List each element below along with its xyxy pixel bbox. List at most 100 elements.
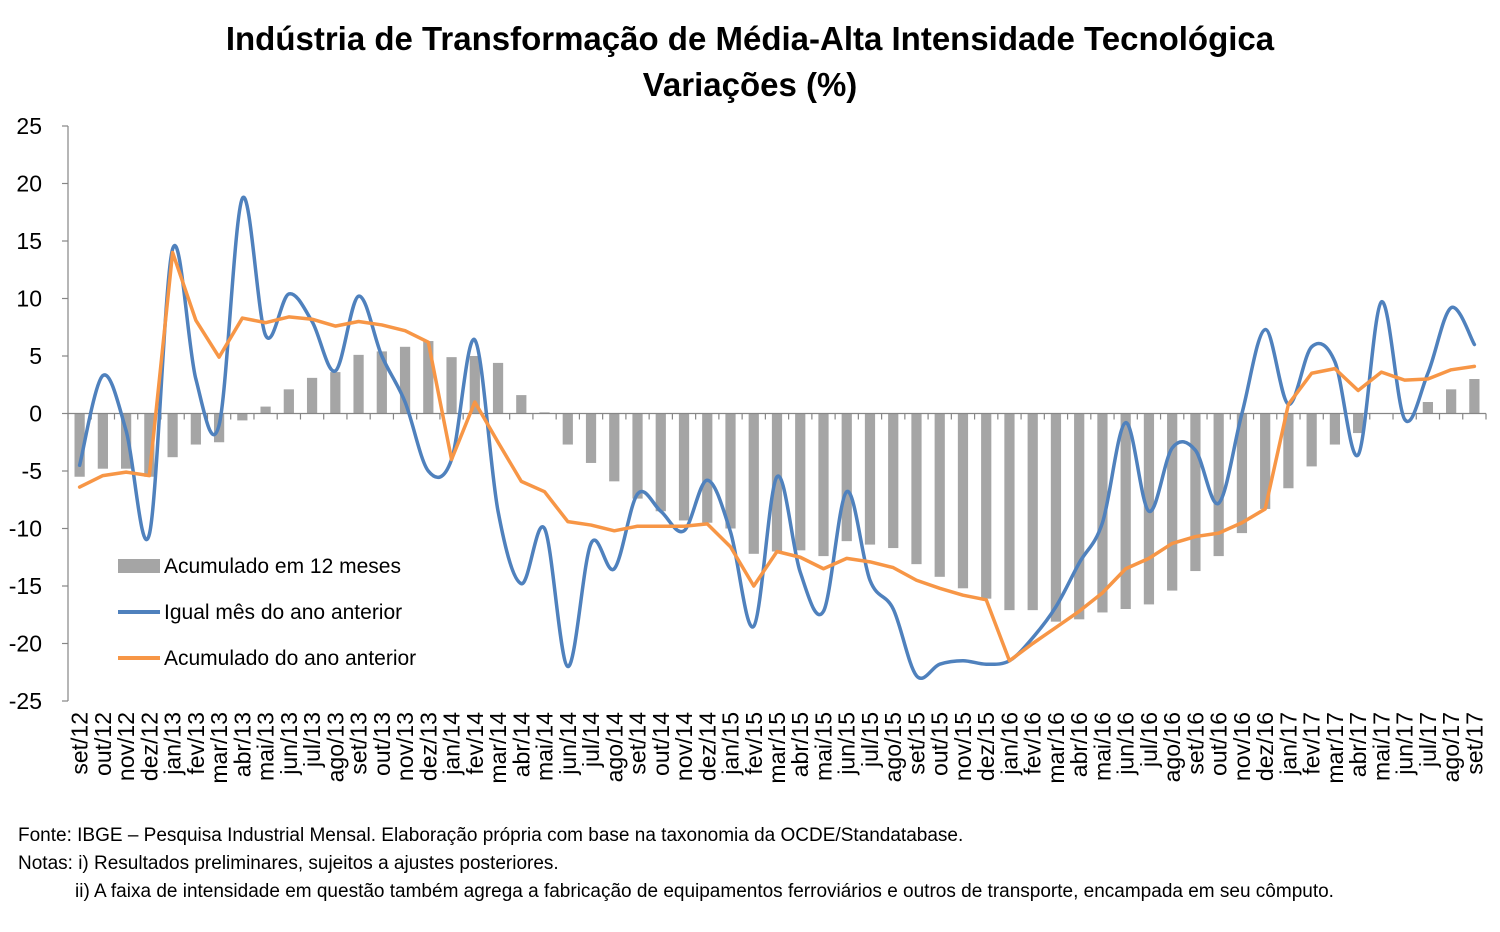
x-tick-label: dez/15 — [973, 712, 999, 781]
bar — [283, 389, 294, 414]
note-ii: ii) A faixa de intensidade em questão ta… — [75, 881, 1334, 902]
x-tick-label: jul/17 — [1415, 712, 1441, 768]
bar — [376, 351, 387, 414]
bar — [911, 413, 922, 565]
bar — [864, 413, 876, 545]
x-tick-label: jun/17 — [1392, 712, 1418, 776]
bar — [1004, 413, 1015, 611]
x-tick-label: out/16 — [1206, 712, 1232, 776]
bar — [725, 413, 736, 529]
bar — [632, 413, 643, 499]
legend-label: Acumulado do ano anterior — [164, 647, 416, 670]
x-tick-label: out/12 — [90, 712, 116, 776]
y-tick-label: 0 — [29, 401, 42, 427]
bar — [260, 406, 271, 414]
x-tick-label: mai/13 — [253, 712, 279, 781]
x-tick-label: jan/14 — [439, 712, 465, 776]
x-tick-label: jun/13 — [276, 712, 302, 776]
x-tick-label: set/12 — [67, 712, 93, 775]
bar — [702, 413, 713, 523]
x-tick-label: dez/13 — [415, 712, 441, 781]
bar — [1422, 402, 1433, 414]
x-tick-label: mai/17 — [1368, 712, 1394, 781]
bar — [1260, 413, 1271, 509]
x-tick-label: fev/13 — [183, 712, 209, 775]
bar — [190, 413, 201, 445]
bar — [1353, 413, 1364, 434]
bar — [1446, 389, 1457, 414]
x-tick-label: ago/14 — [601, 712, 627, 783]
x-tick-label: out/13 — [369, 712, 395, 776]
bar — [330, 372, 341, 414]
x-tick-label: fev/15 — [741, 712, 767, 775]
x-tick-label: fev/16 — [1020, 712, 1046, 775]
bar — [1236, 413, 1248, 534]
bar — [1074, 413, 1085, 620]
legend: Acumulado em 12 meses Igual mês do ano an… — [118, 555, 416, 670]
x-tick-label: set/13 — [346, 712, 372, 775]
x-tick-label: jul/14 — [578, 712, 604, 768]
x-tick-label: nov/16 — [1229, 712, 1255, 781]
x-tick-label: jan/16 — [996, 712, 1022, 776]
bar — [888, 413, 899, 549]
bar — [446, 357, 457, 414]
x-tick-label: nov/14 — [671, 712, 697, 781]
bar — [74, 413, 85, 477]
bar — [353, 354, 364, 414]
x-tick-label: abr/13 — [229, 712, 255, 777]
x-tick-label: mar/17 — [1322, 712, 1348, 784]
y-tick-label: -25 — [9, 688, 42, 714]
x-tick-label: jul/16 — [1136, 712, 1162, 768]
x-tick-label: dez/14 — [694, 712, 720, 781]
y-tick-label: -5 — [22, 458, 42, 484]
x-tick-label: jul/15 — [857, 712, 883, 768]
x-tick-label: mai/14 — [532, 712, 558, 781]
bar — [1283, 413, 1294, 489]
bar — [585, 413, 597, 463]
x-tick-label: mar/15 — [764, 712, 790, 784]
x-tick-label: ago/16 — [1159, 712, 1185, 782]
x-tick-label: ago/17 — [1438, 712, 1464, 782]
x-tick-label: set/17 — [1461, 712, 1487, 775]
y-tick-label: 10 — [16, 286, 42, 312]
bar — [492, 362, 504, 414]
bar — [655, 413, 666, 512]
x-tick-label: jan/17 — [1275, 712, 1301, 776]
y-tick-label: 20 — [16, 171, 42, 197]
y-tick-label: -15 — [9, 573, 42, 599]
bar — [1027, 413, 1038, 611]
x-tick-label: dez/16 — [1252, 712, 1278, 781]
bar — [399, 346, 411, 414]
chart-title: Indústria de Transformação de Média-Alta… — [226, 20, 1275, 57]
x-tick-label: mar/14 — [485, 712, 511, 784]
line-series — [77, 195, 1477, 680]
note-i: Notas: i) Resultados preliminares, sujei… — [18, 853, 559, 874]
y-tick-label: 5 — [29, 343, 42, 369]
bar — [97, 413, 108, 469]
x-tick-label: abr/14 — [508, 712, 534, 777]
bar — [1050, 413, 1062, 622]
bar — [818, 413, 829, 557]
bar — [609, 413, 620, 482]
x-tick-label: set/16 — [1182, 712, 1208, 775]
bar — [678, 413, 690, 521]
y-tick-label: -20 — [9, 631, 42, 657]
bar — [144, 413, 155, 477]
legend-label: Acumulado em 12 meses — [164, 555, 401, 578]
bar-series — [74, 341, 1480, 622]
x-tick-label: jun/15 — [834, 712, 860, 776]
x-tick-label: ago/13 — [322, 712, 348, 782]
y-tick-label: 25 — [16, 113, 42, 139]
x-tick-label: jun/16 — [1113, 712, 1139, 776]
x-tick-label: dez/12 — [136, 712, 162, 781]
y-tick-label: -10 — [9, 516, 42, 542]
bar — [562, 413, 573, 445]
x-axis: set/12out/12nov/12dez/12jan/13fev/13mar/… — [67, 712, 1488, 784]
bar — [1167, 413, 1178, 591]
x-tick-label: abr/17 — [1345, 712, 1371, 777]
bar — [1120, 413, 1131, 609]
bar — [795, 413, 806, 551]
x-tick-label: mai/16 — [1089, 712, 1115, 781]
